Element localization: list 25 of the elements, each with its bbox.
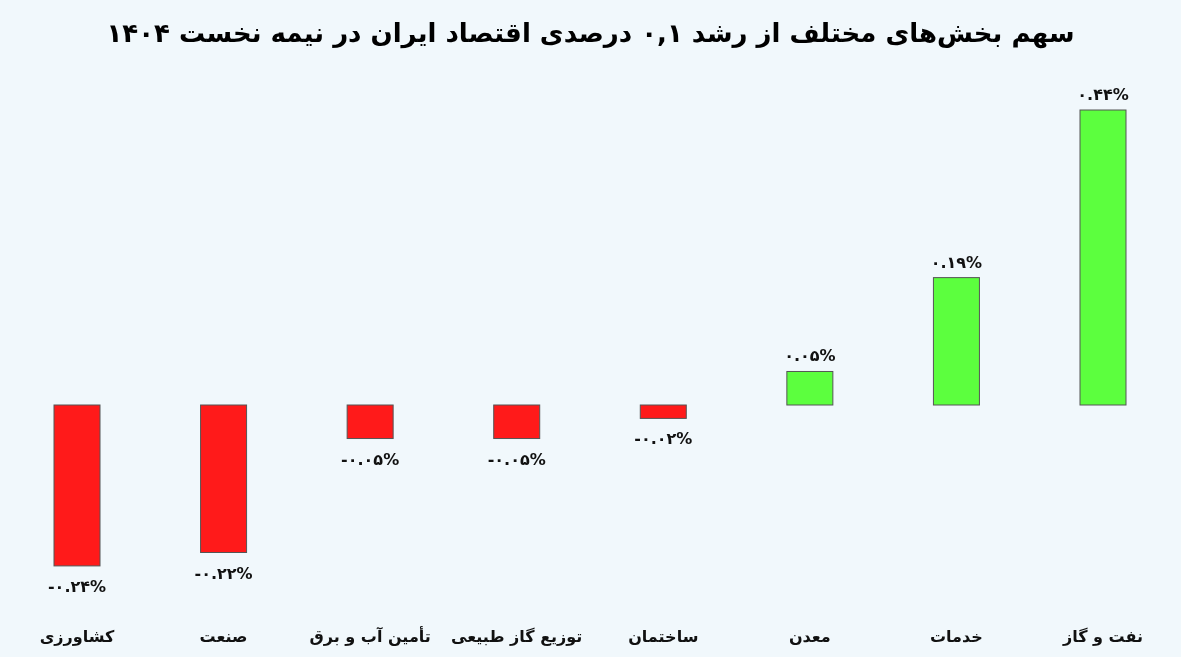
data-label: -۰.۰۵%	[487, 449, 546, 469]
x-tick-label: ساختمان	[628, 627, 699, 646]
x-tick-label: صنعت	[199, 627, 248, 646]
x-tick-label: توزیع گاز طبیعی	[451, 627, 583, 646]
bar	[346, 404, 394, 440]
bar	[200, 404, 248, 553]
chart-title: سهم بخش‌های مختلف از رشد ۰,۱ درصدی اقتصاد ایران در نیمه نخست ۱۴۰۴	[106, 18, 1075, 49]
x-tick-label: کشاورزی	[39, 627, 116, 646]
x-tick-label: معدن	[788, 627, 831, 646]
bar	[639, 404, 687, 419]
bar	[53, 404, 101, 567]
data-label: -۰.۰۲%	[634, 429, 693, 449]
bar	[786, 370, 834, 406]
data-label: -۰.۲۴%	[47, 576, 107, 596]
x-tick-label: تأمین آب و برق	[309, 626, 431, 646]
data-label: -۰.۲۲%	[194, 563, 253, 583]
x-tick-label: خدمات	[930, 627, 983, 646]
bar	[932, 277, 980, 406]
data-label: ۰.۴۴%	[1077, 85, 1129, 104]
x-tick-label: نفت و گاز	[1061, 627, 1144, 646]
data-label: ۰.۱۹%	[930, 252, 983, 272]
bar	[1079, 109, 1127, 406]
data-label: -۰.۰۵%	[341, 449, 400, 469]
bar	[493, 404, 541, 440]
data-label: ۰.۰۵%	[784, 346, 836, 366]
